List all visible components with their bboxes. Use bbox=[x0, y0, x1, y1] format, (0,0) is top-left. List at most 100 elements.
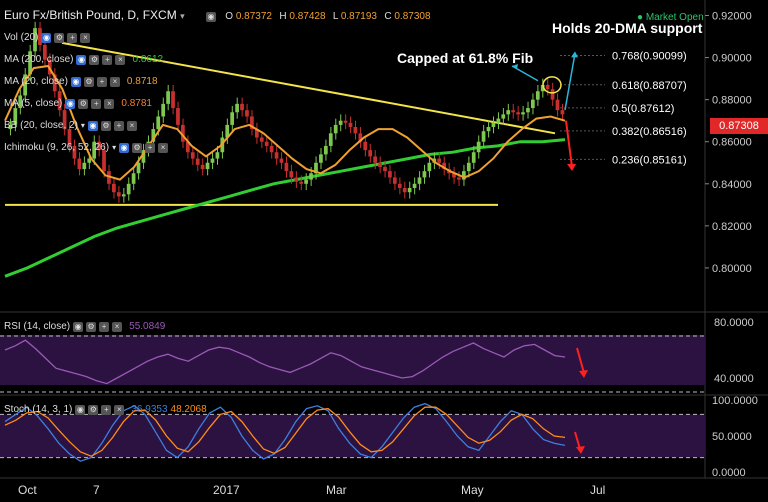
candle-body bbox=[72, 145, 77, 159]
indicator-bb[interactable]: BB (20, close, 2) ▾ ◉ ⚙ + × bbox=[4, 120, 137, 131]
candle-body bbox=[259, 137, 264, 142]
candle-body bbox=[358, 133, 363, 142]
x-axis-label: 2017 bbox=[213, 483, 240, 497]
indicator-ma5[interactable]: MA (5, close) ◉ ⚙ + × 0.8781 bbox=[4, 98, 152, 109]
chevron-down-icon[interactable]: ▾ bbox=[180, 11, 185, 21]
candle-body bbox=[112, 183, 116, 193]
symbol-label[interactable]: Euro Fx/British Pound, D, FXCM bbox=[4, 8, 177, 22]
settings-icon[interactable]: ⚙ bbox=[86, 321, 97, 332]
eye-icon[interactable]: ◉ bbox=[119, 142, 130, 153]
settings-icon[interactable]: ⚙ bbox=[132, 142, 143, 153]
close-icon[interactable]: × bbox=[115, 54, 126, 65]
candle-body bbox=[284, 162, 289, 172]
candle-body bbox=[328, 133, 333, 146]
close-icon[interactable]: × bbox=[80, 32, 91, 43]
add-icon[interactable]: + bbox=[67, 32, 78, 43]
descending-trendline bbox=[61, 41, 556, 135]
candle-body bbox=[560, 110, 565, 115]
candle-body bbox=[397, 183, 402, 188]
add-icon[interactable]: + bbox=[99, 321, 110, 332]
candle-body bbox=[555, 99, 560, 111]
rsi-label[interactable]: RSI (14, close) ◉ ⚙ + × 55.0849 bbox=[4, 321, 166, 332]
close-icon[interactable]: × bbox=[104, 98, 115, 109]
eye-icon[interactable]: ◉ bbox=[41, 32, 52, 43]
indicator-ichimoku[interactable]: Ichimoku (9, 26, 52, 26) ▾ ◉ ⚙ + × bbox=[4, 142, 169, 153]
settings-icon[interactable]: ⚙ bbox=[83, 76, 94, 87]
close-icon[interactable]: × bbox=[112, 321, 123, 332]
candle-body bbox=[294, 177, 299, 182]
settings-icon[interactable]: ⚙ bbox=[88, 404, 99, 415]
arrow-up-right bbox=[564, 53, 576, 111]
candle-body bbox=[461, 171, 466, 180]
candle-body bbox=[102, 150, 106, 172]
eye-icon[interactable]: ◉ bbox=[76, 54, 87, 65]
annotation-holds-20dma: Holds 20-DMA support bbox=[552, 20, 703, 36]
header-bar: Euro Fx/British Pound, D, FXCM ▾ ◉ O 0.8… bbox=[4, 8, 431, 22]
settings-icon[interactable]: ⚙ bbox=[100, 120, 111, 131]
candle-body bbox=[176, 108, 180, 125]
eye-icon[interactable]: ◉ bbox=[87, 120, 98, 131]
candle-body bbox=[264, 141, 269, 146]
settings-icon[interactable]: ⚙ bbox=[54, 32, 65, 43]
settings-icon[interactable]: ⚙ bbox=[78, 98, 89, 109]
indicator-ma200[interactable]: MA (200, close) ◉ ⚙ + × 0.8612 bbox=[4, 54, 164, 65]
close-icon[interactable]: × bbox=[109, 76, 120, 87]
close-icon[interactable]: × bbox=[114, 404, 125, 415]
candle-body bbox=[62, 110, 67, 130]
candle-body bbox=[491, 122, 496, 127]
candle-body bbox=[43, 44, 47, 60]
add-icon[interactable]: + bbox=[113, 120, 124, 131]
close-icon[interactable]: × bbox=[126, 120, 137, 131]
hide-icon[interactable]: ◉ bbox=[205, 12, 216, 22]
add-icon[interactable]: + bbox=[91, 98, 102, 109]
stoch-d-value: 48.2068 bbox=[170, 404, 207, 415]
ma5-value: 0.8781 bbox=[121, 98, 152, 109]
candle-body bbox=[348, 122, 353, 127]
eye-icon[interactable]: ◉ bbox=[73, 321, 84, 332]
candle-body bbox=[323, 145, 328, 155]
settings-icon[interactable]: ⚙ bbox=[89, 54, 100, 65]
candle-body bbox=[77, 158, 82, 170]
chevron-down-icon[interactable]: ▾ bbox=[80, 121, 85, 130]
add-icon[interactable]: + bbox=[96, 76, 107, 87]
y-tick-label: 0.92000 bbox=[712, 11, 752, 23]
candle-body bbox=[427, 162, 432, 172]
indicator-ma20[interactable]: MA (20, close) ◉ ⚙ + × 0.8718 bbox=[4, 76, 158, 87]
candle-body bbox=[18, 95, 23, 109]
fib-level-label: 0.5(0.87612) bbox=[612, 103, 674, 115]
candle-body bbox=[107, 171, 111, 184]
candle-body bbox=[23, 74, 28, 96]
candle-body bbox=[156, 116, 161, 130]
candle-body bbox=[245, 110, 249, 117]
x-axis-label: Mar bbox=[326, 483, 347, 497]
candle-body bbox=[269, 145, 274, 153]
arrow-down-main-head bbox=[567, 163, 576, 171]
add-icon[interactable]: + bbox=[145, 142, 156, 153]
add-icon[interactable]: + bbox=[101, 404, 112, 415]
candle-body bbox=[526, 108, 530, 113]
candle-body bbox=[250, 116, 254, 130]
candle-body bbox=[205, 162, 210, 170]
candle-body bbox=[402, 188, 407, 193]
rsi-band bbox=[0, 335, 705, 385]
candle-body bbox=[540, 84, 545, 92]
eye-icon[interactable]: ◉ bbox=[70, 76, 81, 87]
candle-body bbox=[437, 158, 442, 163]
fib-level-label: 0.768(0.90099) bbox=[612, 51, 687, 63]
close-icon[interactable]: × bbox=[158, 142, 169, 153]
add-icon[interactable]: + bbox=[102, 54, 113, 65]
candle-body bbox=[230, 112, 235, 125]
x-axis-label: May bbox=[461, 483, 484, 497]
candle-body bbox=[407, 188, 412, 193]
candle-body bbox=[97, 141, 101, 151]
chevron-down-icon[interactable]: ▾ bbox=[112, 143, 117, 152]
ohlc-o: O 0.87372 bbox=[225, 11, 272, 22]
candle-body bbox=[67, 129, 72, 146]
stoch-label[interactable]: Stoch (14, 3, 1) ◉ ⚙ + × 36.9353 48.2068 bbox=[4, 404, 207, 415]
x-axis-label: Oct bbox=[18, 483, 37, 497]
candle-body bbox=[353, 127, 358, 134]
eye-icon[interactable]: ◉ bbox=[65, 98, 76, 109]
eye-icon[interactable]: ◉ bbox=[75, 404, 86, 415]
indicator-vol[interactable]: Vol (20) ◉ ⚙ + × bbox=[4, 32, 91, 43]
candle-body bbox=[38, 28, 42, 45]
